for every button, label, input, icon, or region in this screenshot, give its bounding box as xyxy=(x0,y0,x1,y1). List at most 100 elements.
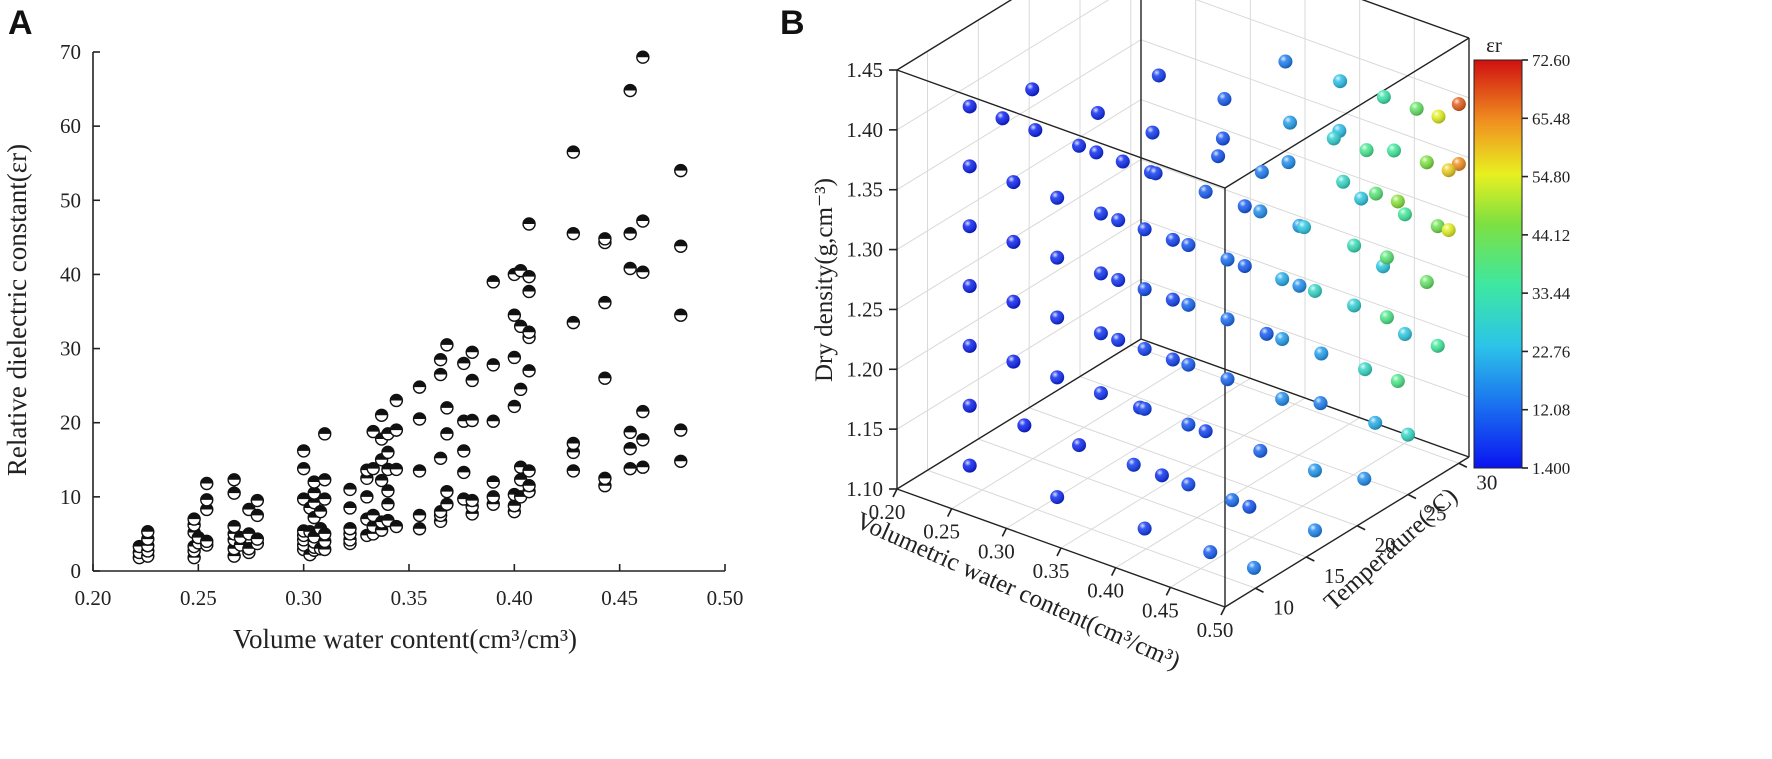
a-data-point xyxy=(598,232,612,246)
a-x-tick-label: 0.20 xyxy=(75,586,112,610)
b-x-tick-mark xyxy=(1220,606,1226,616)
a-data-point xyxy=(522,217,536,231)
b-grid-line xyxy=(951,358,1196,510)
a-data-point xyxy=(343,482,357,497)
a-data-point xyxy=(318,492,332,506)
b-data-point xyxy=(1137,401,1152,416)
b-data-point xyxy=(1225,493,1240,508)
b-data-point xyxy=(1359,143,1374,158)
a-data-point xyxy=(522,479,536,493)
b-grid-line xyxy=(896,0,1110,131)
b-grid-line xyxy=(1028,407,1358,527)
b-data-point xyxy=(1451,97,1466,112)
a-data-point xyxy=(486,358,500,372)
b-box-edge xyxy=(896,0,1013,71)
b-data-point xyxy=(1111,332,1126,347)
b-data-point xyxy=(1198,184,1213,199)
b-data-point xyxy=(1181,477,1196,492)
a-data-point xyxy=(307,475,321,489)
b-data-point xyxy=(1314,346,1329,361)
a-points xyxy=(132,50,688,565)
a-data-point xyxy=(486,475,500,489)
a-data-point xyxy=(318,473,332,487)
b-data-point xyxy=(1379,310,1394,325)
b-grid-line xyxy=(978,438,1307,558)
b-data-point xyxy=(1165,352,1180,367)
a-data-point xyxy=(465,345,479,359)
a-data-point xyxy=(250,493,265,508)
b-data-point xyxy=(1347,298,1362,313)
a-data-point xyxy=(412,412,427,426)
b-z-tick-label: 1.40 xyxy=(846,118,883,142)
b-box-edge xyxy=(1361,0,1470,39)
b-data-point xyxy=(962,99,977,114)
b-data-point xyxy=(1145,125,1160,140)
b-data-point xyxy=(1253,443,1268,458)
a-data-point xyxy=(522,269,536,284)
a-y-tick-label: 30 xyxy=(60,337,81,361)
b-grid-line xyxy=(896,159,1142,310)
a-data-point xyxy=(343,501,357,515)
a-y-tick-label: 10 xyxy=(60,485,81,509)
colorbar-ticks: 72.60 65.48 54.80 44.12 33.44 22.76 12.08 1.400 xyxy=(1522,51,1571,478)
b-grid-line xyxy=(896,99,1142,250)
a-data-point xyxy=(636,265,650,279)
a-data-point xyxy=(522,364,536,378)
a-data-point xyxy=(566,464,581,478)
b-y-tick-mark xyxy=(1356,525,1366,531)
b-grid-line xyxy=(896,218,1142,370)
b-data-point xyxy=(1259,326,1274,341)
b-grid-line xyxy=(1060,397,1306,549)
b-z-tick-label: 1.45 xyxy=(846,58,883,82)
b-data-point xyxy=(1390,194,1405,209)
b-x-tick-mark xyxy=(1165,586,1172,596)
b-y-tick-label: 25 xyxy=(1426,502,1447,526)
b-data-point xyxy=(1181,237,1196,252)
a-y-tick-label: 0 xyxy=(71,559,82,583)
b-data-point xyxy=(1397,207,1412,222)
a-y-tick-label: 20 xyxy=(60,411,81,435)
a-data-point xyxy=(366,424,380,439)
b-data-point xyxy=(1115,154,1130,169)
colorbar xyxy=(1473,59,1523,469)
b-z-axis-title: Dry density(g,cm⁻³) xyxy=(811,178,838,382)
a-data-point xyxy=(636,50,650,64)
b-data-point xyxy=(1050,310,1065,325)
b-data-point xyxy=(1254,164,1269,179)
b-data-point xyxy=(1390,374,1405,389)
b-data-point xyxy=(1211,149,1226,164)
a-data-point xyxy=(389,462,404,477)
a-data-point xyxy=(522,464,536,478)
a-data-point xyxy=(623,461,637,476)
b-data-point xyxy=(995,111,1010,126)
a-data-point xyxy=(381,484,395,498)
a-data-point xyxy=(381,513,395,528)
b-y-tick-label: 15 xyxy=(1324,564,1345,588)
b-data-point xyxy=(1419,155,1434,170)
a-x-tick-label: 0.30 xyxy=(285,586,322,610)
a-ticks: 0.20 0.25 0.30 0.35 0.40 0.45 0.50 0 10 20 30 40 50 6… xyxy=(60,40,743,610)
a-data-point xyxy=(412,522,427,536)
a-data-point xyxy=(513,382,528,397)
b-data-point xyxy=(1357,471,1372,486)
b-data-point xyxy=(1220,252,1235,267)
a-data-point xyxy=(412,464,427,478)
b-data-point xyxy=(1220,312,1235,327)
b-data-point xyxy=(1006,294,1021,309)
colorbar-tick-label: 44.12 xyxy=(1532,226,1570,245)
a-data-point xyxy=(227,486,241,500)
a-data-point xyxy=(598,295,612,310)
a-data-point xyxy=(227,519,241,534)
a-data-point xyxy=(366,461,380,476)
a-y-tick-label: 50 xyxy=(60,188,81,212)
b-box-edge xyxy=(1224,456,1470,608)
b-data-point xyxy=(1451,156,1466,171)
b-data-point xyxy=(1215,131,1230,146)
a-data-point xyxy=(433,352,448,367)
b-data-point xyxy=(1283,115,1298,130)
b-data-point xyxy=(1072,438,1087,453)
b-z-tick-label: 1.30 xyxy=(846,238,883,262)
colorbar-tick-label: 54.80 xyxy=(1532,168,1570,187)
b-data-point xyxy=(1379,250,1394,265)
a-data-point xyxy=(507,308,522,322)
